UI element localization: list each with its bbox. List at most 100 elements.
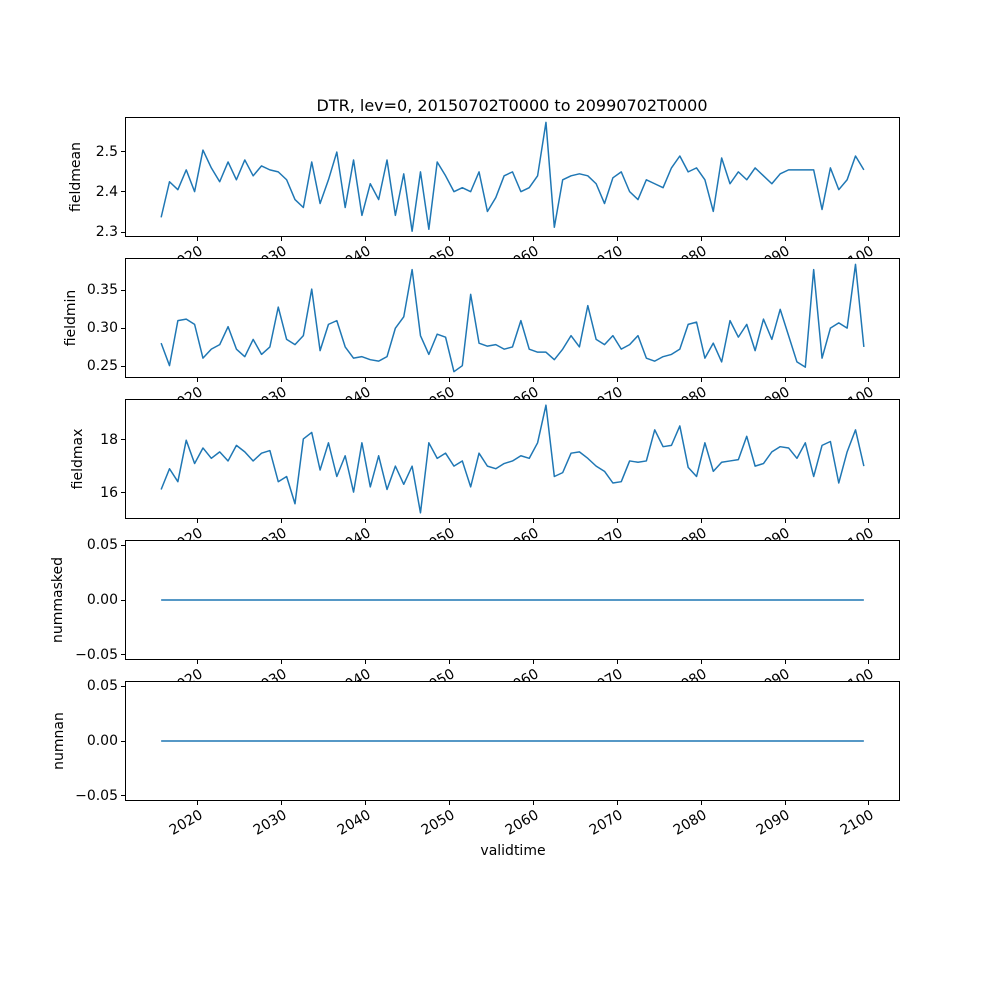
x-tick-mark [281,237,283,241]
x-tick-label: 2080 [670,807,710,839]
plot-canvas-fieldmean [160,121,865,232]
x-tick-mark [616,519,618,523]
x-tick-mark [700,378,702,382]
y-tick-mark [121,439,125,441]
x-tick-mark [532,660,534,664]
x-tick-mark [784,378,786,382]
x-tick-mark [365,801,367,805]
y-tick-mark [121,289,125,291]
x-tick-label: 2040 [335,666,374,681]
x-tick-label: 2060 [502,807,542,839]
x-tick-mark [868,237,870,241]
x-tick-mark [784,660,786,664]
x-tick-label: 2050 [419,525,458,540]
x-tick-mark [281,519,283,523]
x-tick-label: 2050 [419,243,458,258]
x-tick-mark [365,237,367,241]
x-tick-mark [365,519,367,523]
x-tick-label: 2090 [754,243,793,258]
x-tick-mark [197,519,199,523]
y-tick-label: 2.3 [95,224,118,241]
chart-title: DTR, lev=0, 20150702T0000 to 20990702T00… [316,96,708,115]
x-tick-mark [784,801,786,805]
x-tick-mark [784,237,786,241]
x-tick-strip: 2020 2030 2040 2050 2060 2070 2080 2090 2100 [0,519,1000,540]
x-tick-label: 2040 [334,807,374,839]
x-tick-label: 2020 [167,384,206,399]
x-tick-mark [197,660,199,664]
x-tick-label: 2040 [335,243,374,258]
axes-numnan [125,681,900,801]
x-tick-strip: 2020 2030 2040 2050 2060 2070 2080 2090 2100 [0,237,1000,258]
y-tick-mark [121,544,125,546]
x-tick-label: 2080 [670,384,709,399]
y-axis-label-fieldmean: fieldmean [68,142,84,212]
x-tick-label: 2090 [754,807,794,839]
y-tick-label: 0.25 [86,358,118,375]
x-tick-label: 2080 [670,666,709,681]
y-tick-mark [121,685,125,687]
y-tick-mark [121,740,125,742]
plot-canvas-fieldmin [160,263,865,373]
x-tick-label: 2070 [586,384,625,399]
x-tick-mark [868,660,870,664]
x-tick-label: 2060 [503,384,542,399]
plot-canvas-nummasked [161,599,864,601]
x-tick-label: 2040 [335,384,374,399]
x-tick-mark [532,801,534,805]
y-tick-label: 0.30 [86,320,118,337]
x-tick-label: 2020 [167,666,206,681]
x-tick-label: 2030 [251,666,290,681]
x-tick-label: 2020 [167,525,206,540]
y-tick-label: 0.05 [86,537,118,554]
y-tick-label: 18 [100,431,118,448]
x-tick-label: 2080 [670,243,709,258]
x-tick-mark [449,660,451,664]
x-tick-mark [281,660,283,664]
y-axis-label-numnan: numnan [51,712,67,770]
axes-fieldmax [125,399,900,519]
x-tick-label: 2060 [503,666,542,681]
y-axis-label-fieldmax: fieldmax [70,428,86,490]
axes-nummasked [125,540,900,660]
y-tick-mark [121,231,125,233]
x-tick-label: 2100 [838,243,877,258]
x-tick-label: 2080 [670,525,709,540]
y-tick-mark [121,795,125,797]
x-tick-mark [197,801,199,805]
x-tick-label: 2050 [419,384,458,399]
y-tick-label: 2.5 [95,143,118,160]
x-tick-mark [616,660,618,664]
x-tick-mark [868,378,870,382]
x-tick-mark [281,378,283,382]
x-tick-strip: 2020 2030 2040 2050 2060 2070 2080 2090 2100 [0,801,1000,841]
x-tick-label: 2030 [251,525,290,540]
y-tick-mark [121,599,125,601]
y-tick-label: −0.05 [75,787,118,804]
y-tick-label: −0.05 [75,646,118,663]
plot-canvas-numnan [161,740,864,742]
x-tick-label: 2060 [503,243,542,258]
axes-fieldmin [125,258,900,378]
x-tick-mark [365,660,367,664]
x-tick-mark [868,801,870,805]
x-tick-label: 2100 [838,384,877,399]
y-tick-mark [121,492,125,494]
x-tick-mark [449,237,451,241]
x-tick-label: 2100 [838,666,877,681]
y-tick-mark [121,654,125,656]
x-tick-label: 2070 [586,525,625,540]
x-tick-mark [365,378,367,382]
x-tick-mark [281,801,283,805]
x-tick-mark [197,237,199,241]
x-tick-label: 2020 [167,243,206,258]
x-tick-mark [700,519,702,523]
x-tick-mark [449,801,451,805]
x-tick-mark [868,519,870,523]
axes-fieldmean [125,117,900,237]
y-tick-label: 0.00 [86,733,118,749]
x-tick-label: 2030 [250,807,290,839]
x-tick-mark [532,378,534,382]
y-tick-label: 0.00 [86,592,118,608]
